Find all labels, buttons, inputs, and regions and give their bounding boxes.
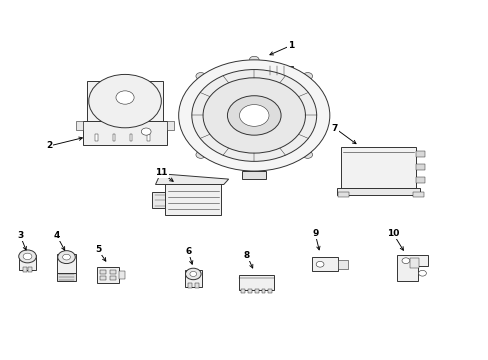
FancyBboxPatch shape [338,260,347,269]
FancyBboxPatch shape [28,267,32,272]
FancyBboxPatch shape [247,289,251,293]
FancyBboxPatch shape [415,151,424,157]
FancyBboxPatch shape [415,164,424,170]
Text: 9: 9 [311,229,318,238]
Circle shape [227,96,281,135]
Circle shape [316,261,324,267]
Text: 10: 10 [386,229,399,238]
FancyBboxPatch shape [22,267,26,272]
FancyBboxPatch shape [184,270,202,287]
Polygon shape [155,174,228,184]
FancyBboxPatch shape [239,275,274,290]
Circle shape [203,78,305,153]
Circle shape [302,151,312,158]
FancyBboxPatch shape [266,67,293,76]
Text: 2: 2 [46,141,53,150]
Circle shape [141,128,151,135]
Polygon shape [396,255,427,281]
FancyBboxPatch shape [119,271,124,279]
Text: 3: 3 [17,231,23,240]
Circle shape [116,91,134,104]
Circle shape [23,253,32,260]
FancyBboxPatch shape [338,192,348,197]
FancyBboxPatch shape [412,192,423,197]
FancyBboxPatch shape [112,134,115,140]
FancyBboxPatch shape [166,121,174,130]
Circle shape [58,251,75,264]
FancyBboxPatch shape [130,134,132,140]
Circle shape [178,60,329,171]
FancyBboxPatch shape [268,289,272,293]
Text: 8: 8 [244,251,249,260]
FancyBboxPatch shape [147,134,149,140]
FancyBboxPatch shape [97,267,119,283]
FancyBboxPatch shape [100,270,106,274]
Circle shape [196,151,205,158]
Text: 4: 4 [54,231,60,240]
FancyBboxPatch shape [95,134,98,140]
FancyBboxPatch shape [57,273,76,281]
FancyBboxPatch shape [87,81,163,122]
Text: 5: 5 [95,246,101,255]
FancyBboxPatch shape [241,289,244,293]
Circle shape [191,69,316,161]
Circle shape [19,250,36,263]
Circle shape [401,258,409,264]
FancyBboxPatch shape [254,289,258,293]
FancyBboxPatch shape [415,177,424,183]
Circle shape [239,105,268,126]
Circle shape [302,73,312,80]
Circle shape [249,56,259,63]
FancyBboxPatch shape [242,171,266,179]
Text: 1: 1 [287,41,293,50]
Text: 6: 6 [185,247,191,256]
FancyBboxPatch shape [409,258,418,268]
FancyBboxPatch shape [19,255,36,270]
FancyBboxPatch shape [336,188,419,195]
FancyBboxPatch shape [57,255,76,274]
FancyBboxPatch shape [311,257,338,271]
FancyBboxPatch shape [110,276,116,280]
Circle shape [249,167,259,175]
Text: 7: 7 [331,123,337,132]
FancyBboxPatch shape [151,192,165,208]
FancyBboxPatch shape [100,276,106,280]
FancyBboxPatch shape [194,283,198,288]
FancyBboxPatch shape [83,121,166,145]
Circle shape [189,271,196,276]
Circle shape [185,268,201,280]
FancyBboxPatch shape [261,289,265,293]
FancyBboxPatch shape [165,184,221,215]
Circle shape [89,75,161,128]
Text: 11: 11 [155,168,167,177]
FancyBboxPatch shape [76,121,83,130]
FancyBboxPatch shape [187,283,191,288]
Circle shape [196,73,205,80]
Circle shape [62,254,70,260]
FancyBboxPatch shape [316,107,326,125]
Circle shape [418,270,426,276]
FancyBboxPatch shape [110,270,116,274]
FancyBboxPatch shape [340,147,415,188]
Ellipse shape [103,82,147,113]
